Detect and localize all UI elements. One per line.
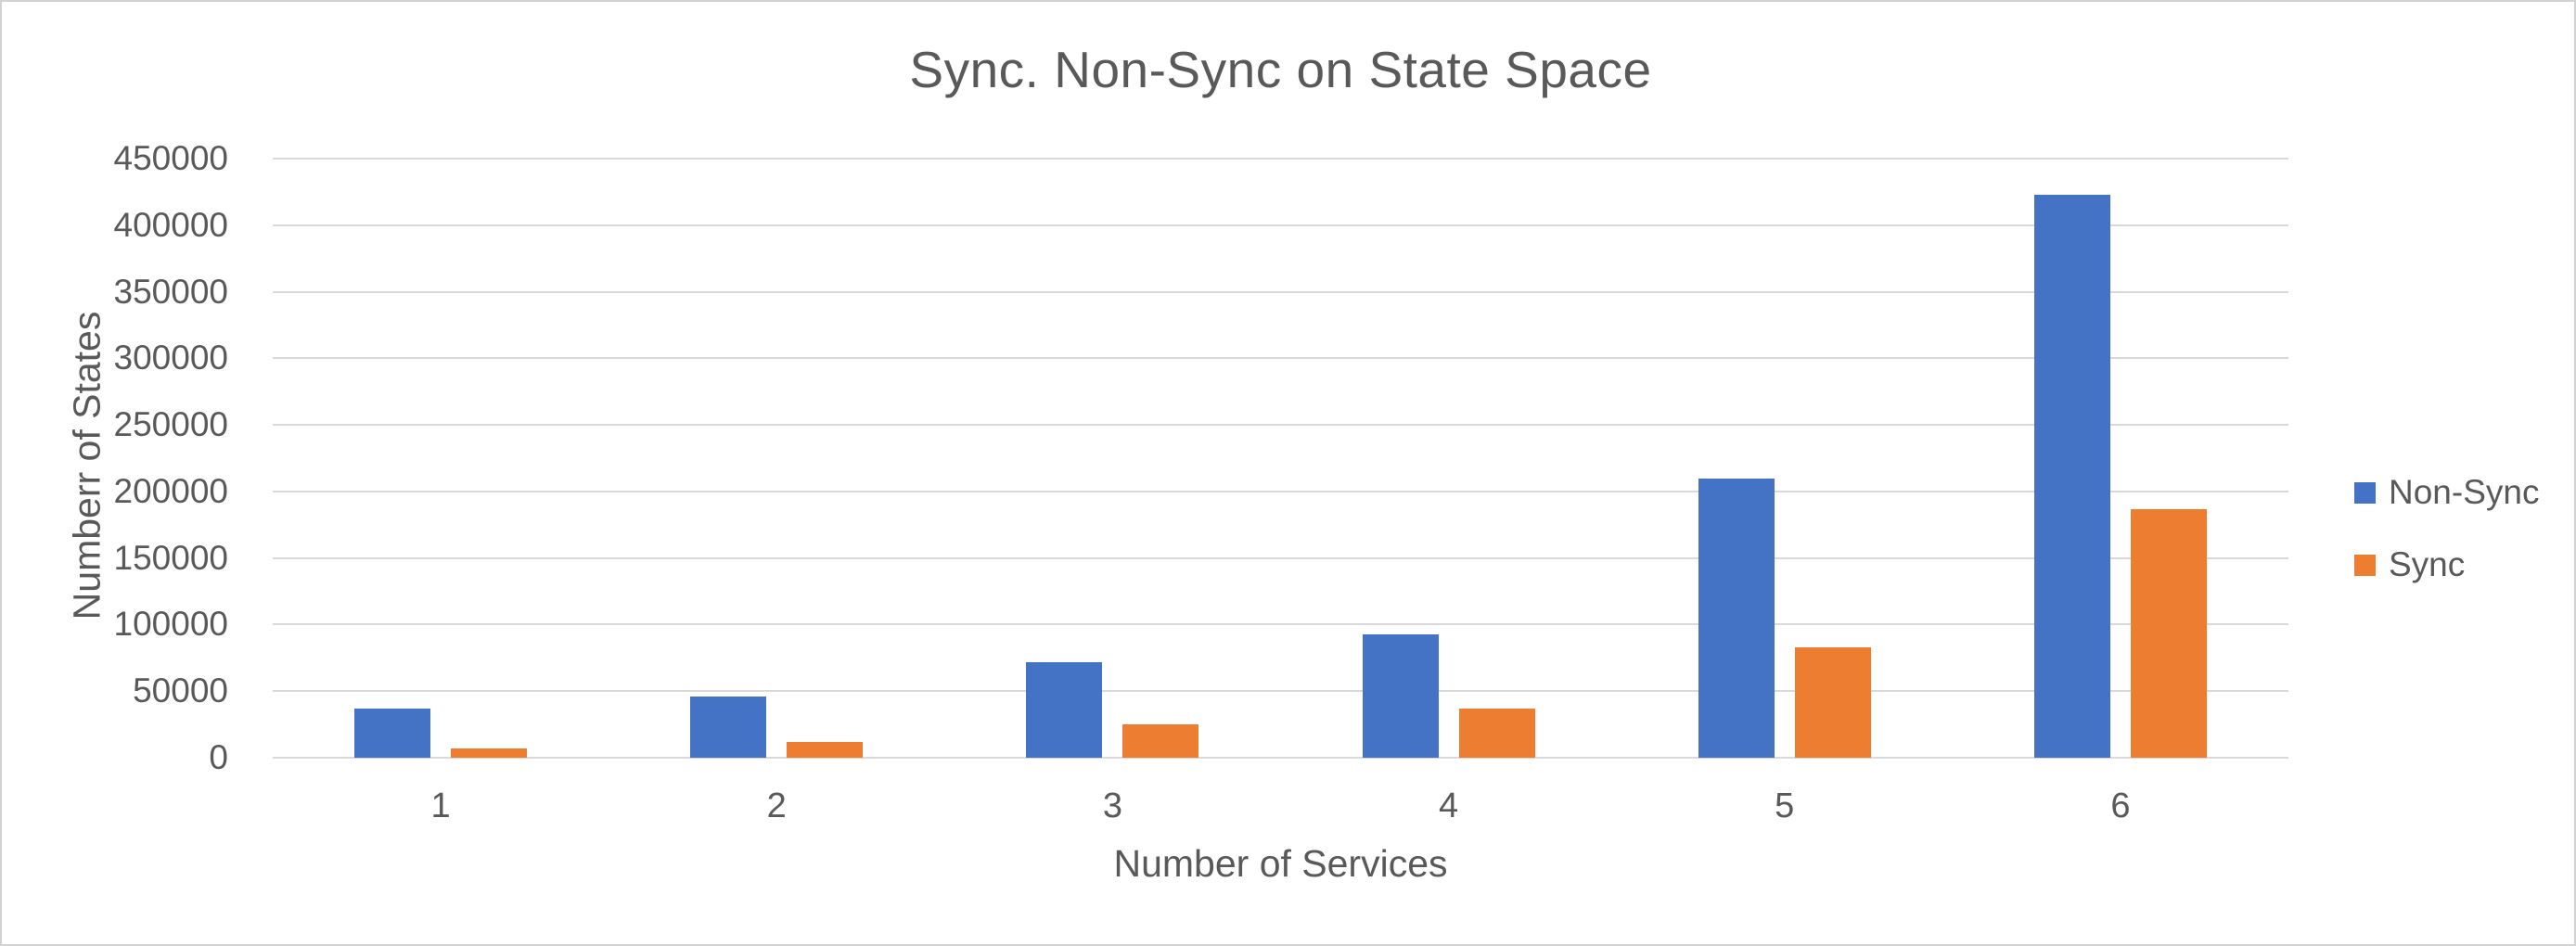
x-tick-label: 6	[2110, 786, 2131, 825]
bar-sync-cat-1	[451, 748, 528, 758]
y-tick-label: 400000	[113, 205, 228, 244]
y-tick-label: 100000	[113, 605, 228, 644]
gridline	[273, 224, 2288, 226]
legend-item-sync: Sync	[2354, 543, 2539, 587]
bar-non-sync-cat-3	[1026, 661, 1103, 758]
legend: Non-Sync Sync	[2354, 470, 2539, 615]
x-tick-label: 2	[766, 786, 787, 825]
x-tick-label: 4	[1439, 786, 1459, 825]
gridline	[273, 690, 2288, 693]
y-axis-title: Numberr of States	[65, 311, 109, 620]
gridline	[273, 757, 2288, 759]
legend-swatch-icon	[2354, 481, 2376, 504]
gridline	[273, 290, 2288, 293]
gridline	[273, 556, 2288, 559]
bar-non-sync-cat-2	[690, 696, 767, 758]
y-tick-label: 300000	[113, 339, 228, 377]
legend-item-non-sync: Non-Sync	[2354, 470, 2539, 515]
x-axis-title: Number of Services	[1113, 842, 1448, 885]
gridline	[273, 623, 2288, 626]
bar-sync-cat-2	[787, 741, 864, 758]
bar-non-sync-cat-6	[2033, 194, 2110, 758]
gridline	[273, 490, 2288, 492]
legend-label: Sync	[2389, 545, 2466, 583]
chart-title: Sync. Non-Sync on State Space	[909, 41, 1652, 98]
y-tick-label: 150000	[113, 538, 228, 577]
y-tick-label: 450000	[113, 139, 228, 177]
bar-non-sync-cat-5	[1698, 478, 1775, 758]
y-tick-label: 250000	[113, 405, 228, 444]
bar-non-sync-cat-4	[1362, 633, 1439, 758]
bar-sync-cat-4	[1458, 708, 1535, 758]
y-tick-label: 350000	[113, 272, 228, 311]
gridline	[273, 424, 2288, 427]
gridline	[273, 357, 2288, 360]
bar-sync-cat-5	[1794, 646, 1871, 758]
plot-area	[273, 158, 2288, 759]
bar-sync-cat-6	[2130, 508, 2207, 758]
y-tick-label: 50000	[133, 671, 228, 710]
bar-sync-cat-3	[1122, 724, 1199, 758]
x-tick-label: 1	[430, 786, 451, 825]
x-tick-label: 3	[1102, 786, 1122, 825]
legend-label: Non-Sync	[2389, 473, 2540, 511]
legend-swatch-icon	[2354, 554, 2376, 576]
gridline	[273, 158, 2288, 160]
y-tick-label: 0	[209, 738, 228, 776]
y-tick-label: 200000	[113, 471, 228, 510]
bar-non-sync-cat-1	[354, 708, 431, 758]
x-tick-label: 5	[1775, 786, 1795, 825]
